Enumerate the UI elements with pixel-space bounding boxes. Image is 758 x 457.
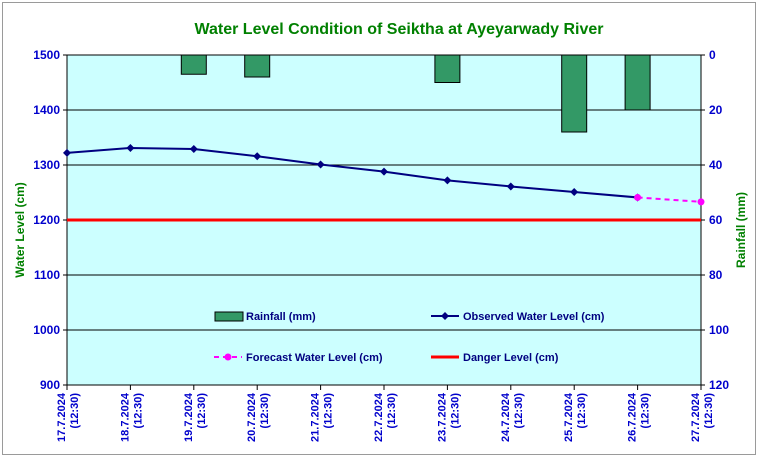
forecast-water-level-line bbox=[637, 196, 702, 203]
y-axis-left-title: Water Level (cm) bbox=[13, 182, 27, 278]
plot-area: 900 1000 1100 1200 1300 1400 1500 0 20 40 60 80 100 1… bbox=[33, 48, 729, 442]
legend-observed-marker bbox=[441, 312, 449, 320]
observed-point bbox=[63, 148, 71, 157]
x-tick-label: 17.7.2024(12:30) bbox=[56, 392, 81, 442]
legend-forecast-marker bbox=[224, 353, 232, 361]
legend-label: Observed Water Level (cm) bbox=[463, 311, 605, 323]
x-tick-label: 18.7.2024(12:30) bbox=[119, 392, 144, 442]
observed-point bbox=[126, 143, 135, 152]
x-tick-label: 24.7.2024(12:30) bbox=[500, 392, 525, 442]
y-right-tick-label: 60 bbox=[709, 213, 723, 227]
y-left-tick-label: 900 bbox=[40, 378, 60, 392]
y-axis-right-title: Rainfall (mm) bbox=[734, 192, 748, 268]
observed-point bbox=[443, 176, 452, 185]
x-tick-label: 22.7.2024(12:30) bbox=[373, 392, 398, 442]
rainfall-bar bbox=[561, 54, 588, 133]
y-left-tick-label: 1100 bbox=[34, 268, 60, 282]
legend-label: Rainfall (mm) bbox=[246, 311, 316, 323]
x-tick-label: 26.7.2024(12:30) bbox=[627, 392, 652, 442]
rainfall-bar bbox=[180, 54, 207, 75]
observed-point bbox=[253, 152, 262, 161]
rainfall-bar bbox=[434, 54, 461, 83]
rainfall-bar bbox=[244, 54, 271, 78]
rainfall-bar bbox=[624, 54, 651, 111]
x-tick-label: 27.7.2024(12:30) bbox=[690, 392, 715, 442]
observed-point bbox=[189, 145, 198, 154]
x-tick-label: 19.7.2024(12:30) bbox=[183, 392, 208, 442]
y-right-tick-label: 100 bbox=[709, 323, 729, 337]
x-tick-label: 21.7.2024(12:30) bbox=[310, 392, 335, 442]
legend-label: Danger Level (cm) bbox=[463, 352, 559, 364]
chart-title: Water Level Condition of Seiktha at Ayey… bbox=[195, 21, 604, 38]
forecast-point bbox=[697, 198, 705, 206]
y-left-tick-label: 1300 bbox=[33, 158, 60, 172]
observed-point bbox=[506, 182, 515, 191]
observed-point bbox=[316, 160, 325, 169]
y-right-tick-label: 20 bbox=[709, 103, 723, 117]
x-tick-label: 20.7.2024(12:30) bbox=[246, 392, 271, 442]
legend-rainfall-swatch bbox=[214, 311, 244, 322]
x-tick-label: 25.7.2024(12:30) bbox=[563, 392, 588, 442]
x-tick-label: 23.7.2024(12:30) bbox=[436, 392, 461, 442]
y-left-tick-label: 1200 bbox=[33, 213, 60, 227]
y-left-tick-label: 1000 bbox=[33, 323, 60, 337]
legend-label: Forecast Water Level (cm) bbox=[246, 352, 383, 364]
y-right-tick-label: 80 bbox=[709, 268, 723, 282]
observed-point bbox=[380, 167, 388, 176]
y-right-tick-label: 40 bbox=[709, 158, 723, 172]
y-right-tick-label: 120 bbox=[709, 378, 729, 392]
y-left-tick-label: 1400 bbox=[33, 103, 60, 117]
observed-water-level-line bbox=[66, 146, 638, 199]
forecast-point bbox=[634, 193, 642, 201]
y-right-tick-label: 0 bbox=[709, 48, 716, 62]
y-left-tick-label: 1500 bbox=[33, 48, 60, 62]
observed-point bbox=[570, 187, 579, 196]
